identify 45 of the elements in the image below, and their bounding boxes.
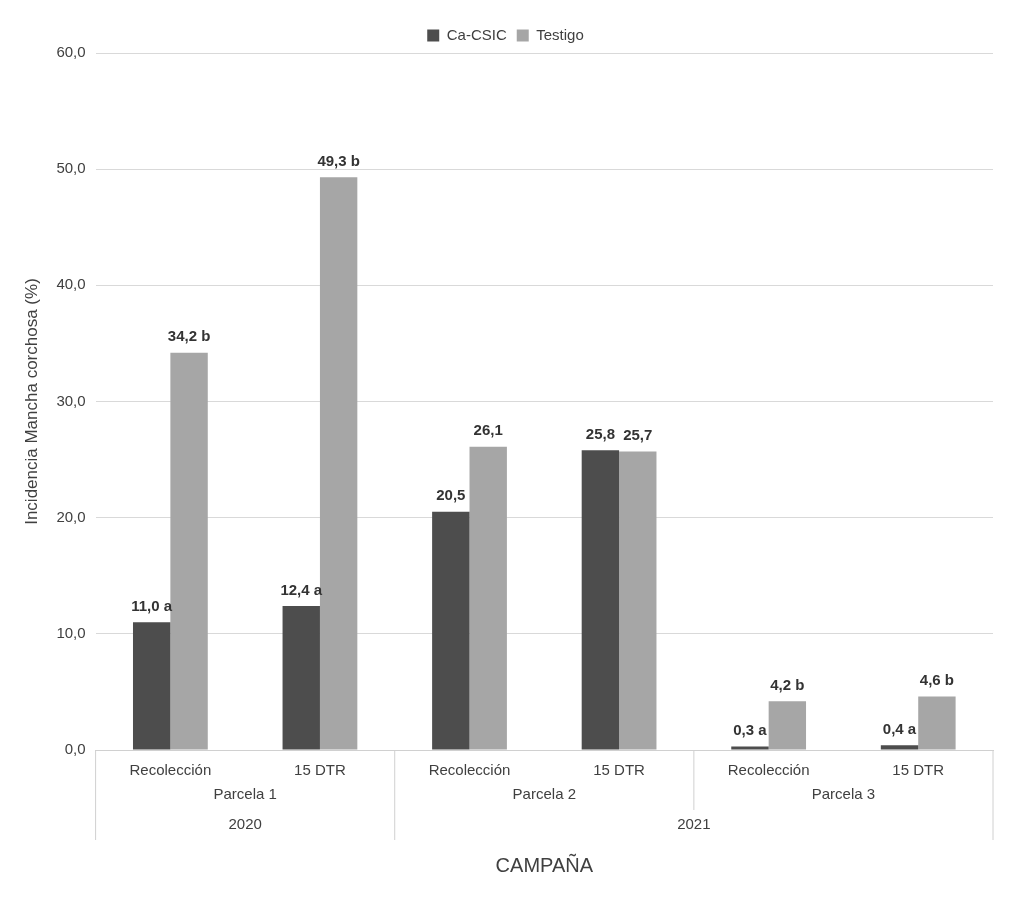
x-axis-title: CAMPAÑA: [495, 852, 594, 876]
x-tick-label: 15 DTR: [892, 761, 945, 779]
y-tick-label: 60,0: [56, 43, 86, 61]
bar: [432, 511, 470, 750]
text: Parcela 1: [213, 785, 277, 803]
bar: [170, 352, 208, 750]
y-tick-label: 40,0: [56, 275, 86, 293]
bar: [581, 450, 620, 750]
data-label: 25,7: [623, 426, 653, 444]
y-axis-title: Incidencia Mancha corchosa (%): [21, 278, 41, 525]
data-label: 4,6 b: [919, 671, 955, 689]
bar: [731, 746, 769, 750]
data-label: 49,3 b: [317, 151, 360, 169]
data-label: 12,4 a: [280, 580, 323, 598]
text: Parcela 2: [512, 785, 576, 803]
bar: [619, 451, 657, 750]
x-tick-label: Recolección: [727, 761, 810, 779]
text: 2021: [677, 815, 711, 833]
data-label: 26,1: [473, 421, 503, 439]
bar: [918, 696, 956, 750]
data-label: 34,2 b: [167, 327, 211, 345]
y-tick-label: 0,0: [64, 740, 86, 758]
bar: [132, 622, 171, 750]
data-label: 11,0 a: [131, 596, 173, 614]
x-tick-label: Recolección: [428, 761, 511, 779]
data-label: 0,3 a: [733, 721, 768, 739]
legend-label: Ca-CSIC: [446, 25, 507, 43]
bar: [282, 605, 320, 750]
legend-label: Testigo: [536, 25, 584, 43]
text: Parcela 3: [811, 785, 876, 803]
bar: [880, 745, 919, 750]
y-tick-label: 50,0: [56, 159, 86, 177]
y-tick-label: 30,0: [56, 391, 86, 409]
bar: [768, 701, 807, 750]
x-tick-label: 15 DTR: [593, 761, 646, 779]
data-label: 20,5: [436, 486, 466, 504]
x-tick-label: Recolección: [129, 761, 212, 779]
data-label: 25,8: [585, 424, 615, 442]
bar: [469, 446, 507, 750]
data-label: 0,4 a: [882, 719, 917, 737]
y-tick-label: 20,0: [56, 507, 86, 525]
y-tick-label: 10,0: [56, 623, 86, 641]
x-tick-label: 15 DTR: [294, 761, 346, 779]
text: 2020: [228, 815, 262, 833]
data-label: 4,2 b: [770, 675, 805, 693]
